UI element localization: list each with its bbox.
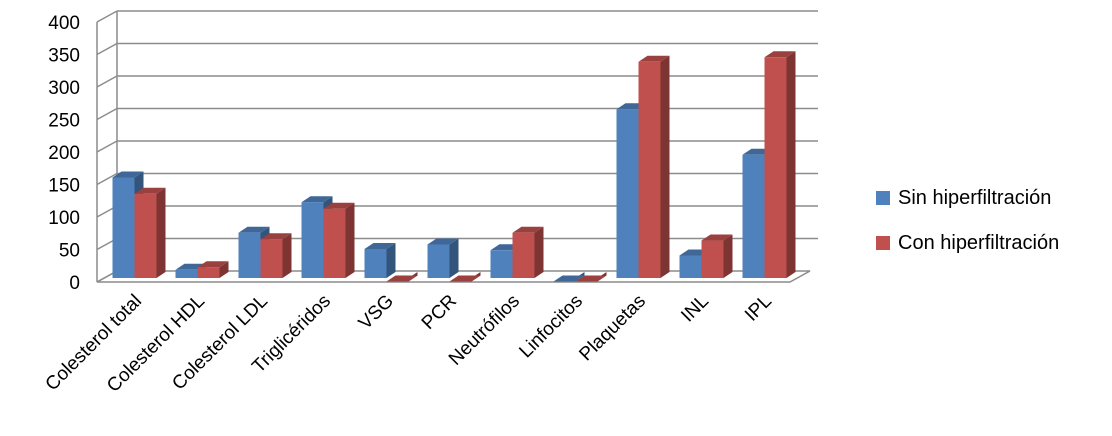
- y-tick-label: 150: [48, 176, 80, 197]
- y-tick-label: 350: [48, 46, 80, 67]
- legend-item-sin: Sin hiperfiltración: [876, 186, 1059, 210]
- gridline-diagonal: [96, 140, 118, 153]
- y-tick-label: 400: [48, 13, 80, 34]
- bar-top: [364, 243, 396, 249]
- bar-top: [260, 233, 292, 240]
- bar-top: [386, 275, 418, 282]
- bar-side: [156, 187, 166, 278]
- bar-con-7: [575, 272, 607, 282]
- legend-label-sin: Sin hiperfiltración: [898, 186, 1052, 209]
- bar-top: [112, 171, 144, 178]
- legend: Sin hiperfiltración Con hiperfiltración: [876, 186, 1059, 276]
- bar-front: [490, 250, 513, 278]
- bar-top: [238, 226, 270, 233]
- legend-swatch-con: [876, 236, 890, 250]
- bar-con-3: [323, 202, 355, 278]
- bar-side: [345, 202, 355, 278]
- x-category-label: VSG: [355, 291, 398, 334]
- bar-front: [427, 244, 450, 278]
- bar-sin-7: [553, 272, 585, 282]
- bar-sin-4: [364, 243, 396, 278]
- bar-side: [723, 234, 733, 278]
- x-category-label: PCR: [418, 291, 461, 334]
- bar-con-1: [197, 261, 229, 278]
- bar-top: [638, 55, 670, 62]
- bar-front: [679, 255, 702, 278]
- bar-side: [449, 238, 459, 278]
- gridline-diagonal: [96, 172, 118, 186]
- x-category-label: IPL: [741, 291, 776, 326]
- bar-front: [742, 154, 765, 278]
- x-category-label: INL: [677, 291, 713, 327]
- bar-top: [764, 51, 796, 58]
- x-category-label: Plaquetas: [575, 291, 650, 366]
- bar-front: [175, 269, 198, 278]
- y-tick-label: 300: [48, 78, 80, 99]
- bar-side: [282, 233, 292, 278]
- y-tick-label: 250: [48, 111, 80, 132]
- bar-sin-5: [427, 238, 459, 278]
- bar-front: [238, 232, 261, 278]
- bar-con-6: [512, 226, 544, 278]
- gridline-diagonal: [96, 75, 118, 88]
- bar-front: [512, 232, 535, 278]
- bar-side: [786, 51, 796, 278]
- bar-front: [197, 267, 220, 278]
- bar-con-9: [701, 234, 733, 278]
- bar-front: [764, 57, 787, 278]
- bar-con-8: [638, 55, 670, 278]
- bar-con-5: [449, 272, 481, 282]
- legend-label-con: Con hiperfiltración: [898, 231, 1060, 254]
- bar-top: [301, 196, 333, 203]
- gridlines: [96, 10, 818, 283]
- gridline-diagonal: [96, 42, 118, 56]
- bar-con-10: [764, 51, 796, 278]
- bar-side: [219, 261, 229, 278]
- y-tick-label: 200: [48, 143, 80, 164]
- y-tick-label: 100: [48, 208, 80, 229]
- bar-top: [553, 275, 585, 282]
- bars: [112, 51, 796, 282]
- y-axis-ticks: 0 50 100 150 200 250 300 350 400: [48, 13, 80, 294]
- y-tick-label: 0: [69, 273, 80, 294]
- bar-front: [364, 249, 387, 278]
- gridline-diagonal: [96, 10, 118, 23]
- bar-con-2: [260, 233, 292, 278]
- bar-side: [534, 226, 544, 278]
- bar-top: [701, 234, 733, 241]
- bar-top: [449, 275, 481, 282]
- bar-top: [197, 261, 229, 268]
- bar-con-4: [386, 272, 418, 282]
- bar-front: [616, 109, 639, 278]
- bar-side: [660, 55, 670, 278]
- legend-swatch-sin: [876, 191, 890, 205]
- bar-top: [575, 275, 607, 282]
- bar-top: [427, 238, 459, 245]
- bar-side: [386, 243, 396, 278]
- y-tick-label: 50: [59, 241, 80, 262]
- bar-front: [638, 61, 661, 278]
- legend-item-con: Con hiperfiltración: [876, 231, 1059, 255]
- bar-front: [301, 202, 324, 278]
- bar-front: [260, 239, 283, 278]
- bar-top: [323, 202, 355, 209]
- bar-front: [701, 240, 724, 278]
- bar-front: [323, 208, 346, 278]
- bar-front: [134, 193, 157, 278]
- bar-front: [112, 177, 135, 278]
- bar-con-0: [134, 187, 166, 278]
- bar-top: [134, 187, 166, 194]
- bar-top: [512, 226, 544, 233]
- gridline-diagonal: [96, 107, 118, 121]
